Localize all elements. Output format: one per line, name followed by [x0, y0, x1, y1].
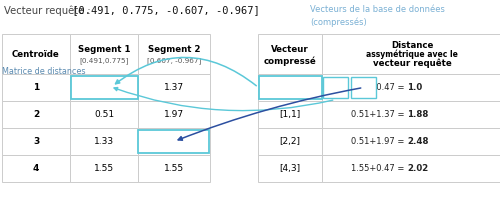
Bar: [138, 34, 210, 74]
Bar: [2, 155, 70, 182]
Bar: [258, 101, 322, 128]
Text: 0.51: 0.51: [94, 110, 114, 119]
Bar: [138, 155, 210, 182]
Text: 1: 1: [33, 83, 39, 92]
Text: 0.51+1.37 =: 0.51+1.37 =: [351, 110, 407, 119]
Text: 1.37: 1.37: [164, 83, 184, 92]
Text: 4: 4: [33, 164, 39, 173]
Text: compressé: compressé: [264, 56, 316, 66]
Text: Vecteur requête :: Vecteur requête :: [4, 5, 94, 15]
Bar: [2, 128, 70, 155]
Bar: [2, 74, 70, 101]
Text: vecteur requête: vecteur requête: [372, 58, 452, 68]
Bar: [2, 34, 70, 74]
Text: 3: 3: [33, 137, 39, 146]
Bar: [70, 155, 138, 182]
Bar: [323, 77, 348, 98]
Text: [0.607, -0.967]: [0.607, -0.967]: [147, 58, 201, 64]
Bar: [322, 101, 500, 128]
Text: 0.47: 0.47: [164, 137, 184, 146]
Text: 0.51+1.97 =: 0.51+1.97 =: [351, 137, 407, 146]
Text: Vecteur: Vecteur: [271, 46, 309, 54]
Text: 0.53: 0.53: [94, 83, 114, 92]
Bar: [322, 74, 500, 101]
Text: 1.88: 1.88: [407, 110, 428, 119]
Bar: [70, 76, 138, 99]
Bar: [258, 128, 322, 155]
Bar: [351, 77, 376, 98]
Text: Matrice de distances: Matrice de distances: [2, 67, 86, 76]
Bar: [258, 34, 322, 74]
Text: 2: 2: [33, 110, 39, 119]
Bar: [258, 155, 322, 182]
Bar: [322, 128, 500, 155]
Bar: [70, 128, 138, 155]
Bar: [70, 34, 138, 74]
Text: 0.53+0.47 =: 0.53+0.47 =: [351, 83, 407, 92]
Text: [4,3]: [4,3]: [280, 164, 300, 173]
Text: assymétrique avec le: assymétrique avec le: [366, 49, 458, 59]
Text: [0.491,0.775]: [0.491,0.775]: [80, 58, 128, 64]
Text: Segment 1: Segment 1: [78, 45, 130, 54]
Text: 1.97: 1.97: [164, 110, 184, 119]
Text: Centroïde: Centroïde: [12, 50, 60, 58]
Bar: [138, 130, 210, 153]
Bar: [322, 34, 500, 74]
Text: [1,1]: [1,1]: [280, 110, 300, 119]
Text: 1.55: 1.55: [164, 164, 184, 173]
Bar: [138, 101, 210, 128]
Text: [0.491, 0.775, -0.607, -0.967]: [0.491, 0.775, -0.607, -0.967]: [66, 5, 260, 15]
Bar: [258, 76, 322, 99]
Text: [2,2]: [2,2]: [280, 137, 300, 146]
Text: 1.0: 1.0: [407, 83, 422, 92]
Text: 1.33: 1.33: [94, 137, 114, 146]
Text: [1,3]: [1,3]: [280, 83, 300, 92]
Text: Vecteurs de la base de données
(compressés): Vecteurs de la base de données (compress…: [310, 5, 445, 27]
Text: 1.55: 1.55: [94, 164, 114, 173]
Bar: [258, 74, 322, 101]
Bar: [322, 155, 500, 182]
Bar: [138, 128, 210, 155]
Text: 1.55+0.47 =: 1.55+0.47 =: [351, 164, 407, 173]
Bar: [70, 74, 138, 101]
Bar: [138, 74, 210, 101]
Bar: [2, 101, 70, 128]
Text: 2.48: 2.48: [407, 137, 428, 146]
Text: Segment 2: Segment 2: [148, 45, 200, 54]
Text: Distance: Distance: [391, 41, 433, 50]
Bar: [70, 101, 138, 128]
Text: 2.02: 2.02: [407, 164, 428, 173]
